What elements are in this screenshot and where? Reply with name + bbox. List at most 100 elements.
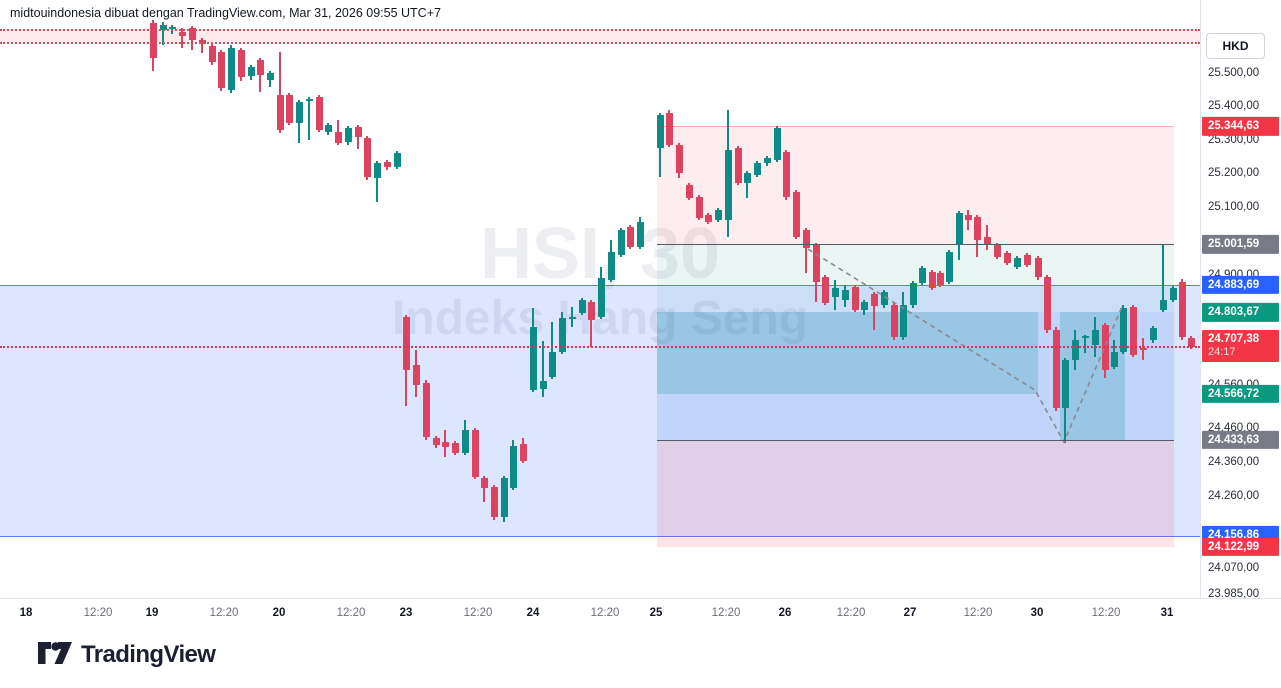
candle (928, 272, 936, 288)
candle (1187, 338, 1195, 348)
candle (1061, 360, 1069, 408)
candle (936, 273, 944, 286)
candle (983, 237, 991, 245)
candle-wick (279, 52, 281, 133)
time-axis-time-label: 12:20 (1091, 607, 1121, 619)
chart-plot[interactable]: HSI, 30 Indeks Hang Seng (0, 0, 1200, 598)
currency-button[interactable]: HKD (1206, 33, 1265, 59)
candle (354, 126, 362, 137)
price-axis-label: 25.200,00 (1208, 167, 1260, 179)
candle (870, 294, 878, 307)
candle-wick (162, 22, 164, 46)
candle (1139, 348, 1147, 351)
candle (880, 292, 888, 306)
candle (208, 46, 216, 62)
candle (451, 443, 459, 453)
candle-wick (805, 227, 807, 274)
candle (782, 152, 790, 198)
candle (1110, 351, 1118, 368)
time-axis-time-label: 12:20 (463, 607, 493, 619)
candle (724, 150, 732, 220)
price-level-line (0, 42, 1200, 45)
current-price-badge: 24.707,38 24:17 (1202, 329, 1279, 362)
candle (480, 478, 488, 489)
candle (851, 287, 859, 310)
candle (1043, 276, 1051, 330)
price-axis-label: 23.985,00 (1208, 588, 1260, 600)
candle (500, 478, 508, 517)
candle (1129, 306, 1137, 355)
candle (792, 191, 800, 238)
candle (821, 276, 829, 304)
candle (305, 98, 313, 101)
candle (529, 327, 537, 391)
candle-wick (308, 96, 310, 141)
candle (490, 487, 498, 517)
time-axis-time-label: 12:20 (209, 607, 239, 619)
candle (276, 95, 284, 131)
candle (1159, 299, 1167, 310)
candle (685, 184, 693, 198)
price-level-line (0, 28, 1200, 31)
time-axis[interactable]: 18 12:20 19 12:20 20 12:20 23 12:20 24 12:20 25 12:… (0, 598, 1281, 629)
candle (909, 283, 917, 306)
candle (1119, 307, 1127, 352)
candle (1081, 336, 1089, 338)
candle (334, 132, 342, 144)
price-axis[interactable]: 25.500,00 25.400,00 25.300,00 25.200,00 25.1… (1200, 0, 1281, 600)
candle (578, 299, 586, 314)
candle (519, 444, 527, 461)
candle (860, 302, 868, 310)
candle (704, 215, 712, 222)
candle (597, 277, 605, 318)
candle (383, 162, 391, 168)
candle (402, 317, 410, 371)
price-axis-label: 25.300,00 (1208, 134, 1260, 146)
candle (247, 66, 255, 77)
candle-wick (873, 291, 875, 331)
candle (964, 215, 972, 220)
candle (918, 267, 926, 284)
candle (812, 244, 820, 283)
candle (1149, 328, 1157, 341)
tradingview-logo[interactable]: TradingView (38, 641, 216, 669)
candle (159, 24, 167, 30)
trend-dashed-line (807, 248, 1123, 444)
time-axis-day-label: 18 (19, 607, 33, 619)
time-axis-time-label: 12:20 (336, 607, 366, 619)
candle (373, 163, 381, 178)
candle-wick (746, 170, 748, 199)
candle (344, 128, 352, 143)
candle (178, 31, 186, 36)
time-axis-day-label: 20 (272, 607, 286, 619)
candle (1052, 329, 1060, 408)
price-level-line (657, 244, 1174, 246)
supply-zone (657, 126, 1174, 245)
candle (558, 317, 566, 352)
candle (1023, 254, 1031, 265)
candle (945, 252, 953, 283)
candle (1013, 258, 1021, 267)
candle (227, 47, 235, 91)
time-axis-day-label: 23 (399, 607, 413, 619)
candle (899, 305, 907, 338)
candle (256, 59, 264, 76)
demand-zone (657, 439, 1174, 547)
candle (763, 157, 771, 164)
price-level-badge: 24.803,67 (1202, 303, 1279, 322)
time-axis-time-label: 12:20 (590, 607, 620, 619)
candle (539, 381, 547, 390)
candle (626, 227, 634, 247)
candle (1101, 325, 1109, 371)
mid-blue-box (657, 312, 1174, 440)
candle (734, 147, 742, 184)
price-axis-label: 24.260,00 (1208, 490, 1260, 502)
bar-countdown: 24:17 (1208, 345, 1236, 358)
candle (509, 446, 517, 489)
candle (993, 244, 1001, 257)
candle (266, 73, 274, 80)
candle-wick (967, 209, 969, 231)
candle (168, 26, 176, 29)
candle (607, 252, 615, 280)
candle (665, 112, 673, 145)
